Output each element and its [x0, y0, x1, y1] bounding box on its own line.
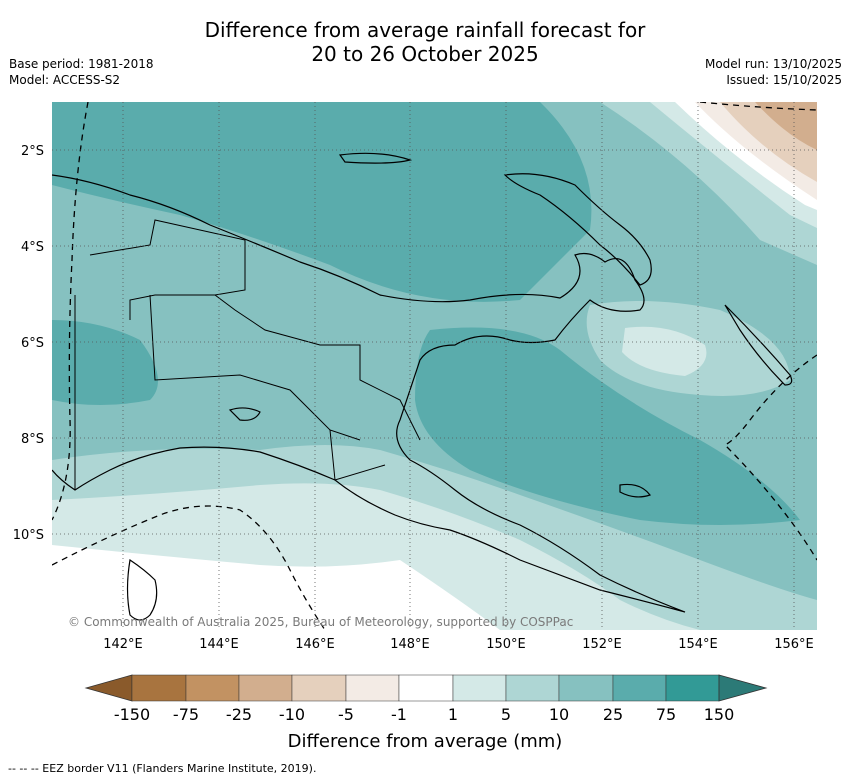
eez-west: [52, 102, 89, 521]
base-period: Base period: 1981-2018: [9, 57, 154, 71]
lat-label: 6°S: [21, 336, 44, 351]
colorbar-bin: [452, 674, 507, 702]
issued-date: Issued: 15/10/2025: [726, 73, 842, 87]
zone-10-to-25-southeast: [415, 327, 800, 525]
colorbar-extend-high: [718, 674, 768, 702]
latitude-labels: 2°S 4°S 6°S 8°S 10°S: [13, 144, 44, 543]
lon-label: 144°E: [199, 637, 239, 652]
new-britain-coastline: [503, 173, 652, 286]
colorbar-bin: [291, 674, 347, 702]
graticule: [52, 102, 817, 630]
lon-label: 150°E: [486, 637, 526, 652]
colorbar-bin: [185, 674, 240, 702]
coastlines: [52, 152, 793, 621]
colorbar-tick-label: 1: [448, 705, 458, 724]
cape-york-coastline: [126, 558, 158, 621]
lon-label: 152°E: [582, 637, 622, 652]
model-run: Model run: 13/10/2025: [704, 57, 842, 71]
eez-borders: [52, 102, 817, 630]
colorbar-extend-low: [84, 674, 133, 702]
copyright-notice: © Commonwealth of Australia 2025, Bureau…: [68, 615, 573, 629]
colorbar-tick-label: 5: [501, 705, 511, 724]
zone-10-to-25-north: [52, 102, 592, 302]
colorbar-tick-label: 10: [549, 705, 569, 724]
lat-label: 8°S: [21, 432, 44, 447]
rainfall-anomaly-layer: [52, 102, 817, 630]
colorbar-bin: [612, 674, 667, 702]
eez-north: [699, 102, 817, 111]
colorbar-bin: [558, 674, 614, 702]
lon-label: 154°E: [678, 637, 718, 652]
colorbar-tick-label: -150: [114, 705, 150, 724]
bougainville-coastline: [724, 304, 793, 386]
lon-label: 146°E: [295, 637, 335, 652]
model-name: Model: ACCESS-S2: [9, 73, 121, 87]
colorbar-tick-label: 75: [656, 705, 676, 724]
chart-title: Difference from average rainfall forecas…: [0, 18, 850, 66]
zone-neutral-south: [52, 545, 500, 630]
colorbar-bin: [345, 674, 400, 702]
title-line-1: Difference from average rainfall forecas…: [204, 18, 646, 42]
province-boundaries: [74, 219, 421, 490]
title-line-2: 20 to 26 October 2025: [311, 42, 539, 66]
colorbar-bin: [505, 674, 560, 702]
lat-label: 10°S: [13, 528, 44, 543]
eez-east: [723, 354, 817, 561]
lat-label: 4°S: [21, 240, 44, 255]
colorbar: -150 -75 -25 -10 -5 -1 1 5 10 25 75 150 …: [84, 674, 768, 752]
island-north: [338, 152, 413, 164]
zone-ne-dry-3: [755, 102, 817, 150]
colorbar-bin: [131, 674, 187, 702]
colorbar-bin: [665, 674, 720, 702]
eez-legend-note: -- -- -- EEZ border V11 (Flanders Marine…: [8, 762, 317, 775]
zone-neg1-to-1-east-core: [622, 326, 707, 376]
colorbar-bin: [238, 674, 293, 702]
lake-murray: [228, 407, 261, 421]
colorbar-tick-label: -75: [173, 705, 199, 724]
lon-label: 142°E: [103, 637, 143, 652]
island-se: [619, 483, 651, 498]
longitude-labels: 142°E 144°E 146°E 148°E 150°E 152°E 154°…: [103, 637, 814, 652]
colorbar-title: Difference from average (mm): [288, 731, 563, 752]
colorbar-tick-label: 25: [603, 705, 623, 724]
colorbar-tick-label: -1: [391, 705, 407, 724]
meta-right: Model run: 13/10/2025 Issued: 15/10/2025: [705, 56, 842, 88]
colorbar-bin: [398, 674, 454, 702]
colorbar-tick-label: -10: [279, 705, 305, 724]
colorbar-tick-label: 150: [704, 705, 735, 724]
new-guinea-coastline: [52, 174, 686, 613]
lat-label: 2°S: [21, 144, 44, 159]
lon-label: 148°E: [390, 637, 430, 652]
lon-label: 156°E: [774, 637, 814, 652]
meta-left: Base period: 1981-2018 Model: ACCESS-S2: [9, 56, 154, 88]
colorbar-tick-label: -25: [226, 705, 252, 724]
zone-10-to-25-west: [52, 320, 158, 405]
colorbar-tick-label: -5: [338, 705, 354, 724]
